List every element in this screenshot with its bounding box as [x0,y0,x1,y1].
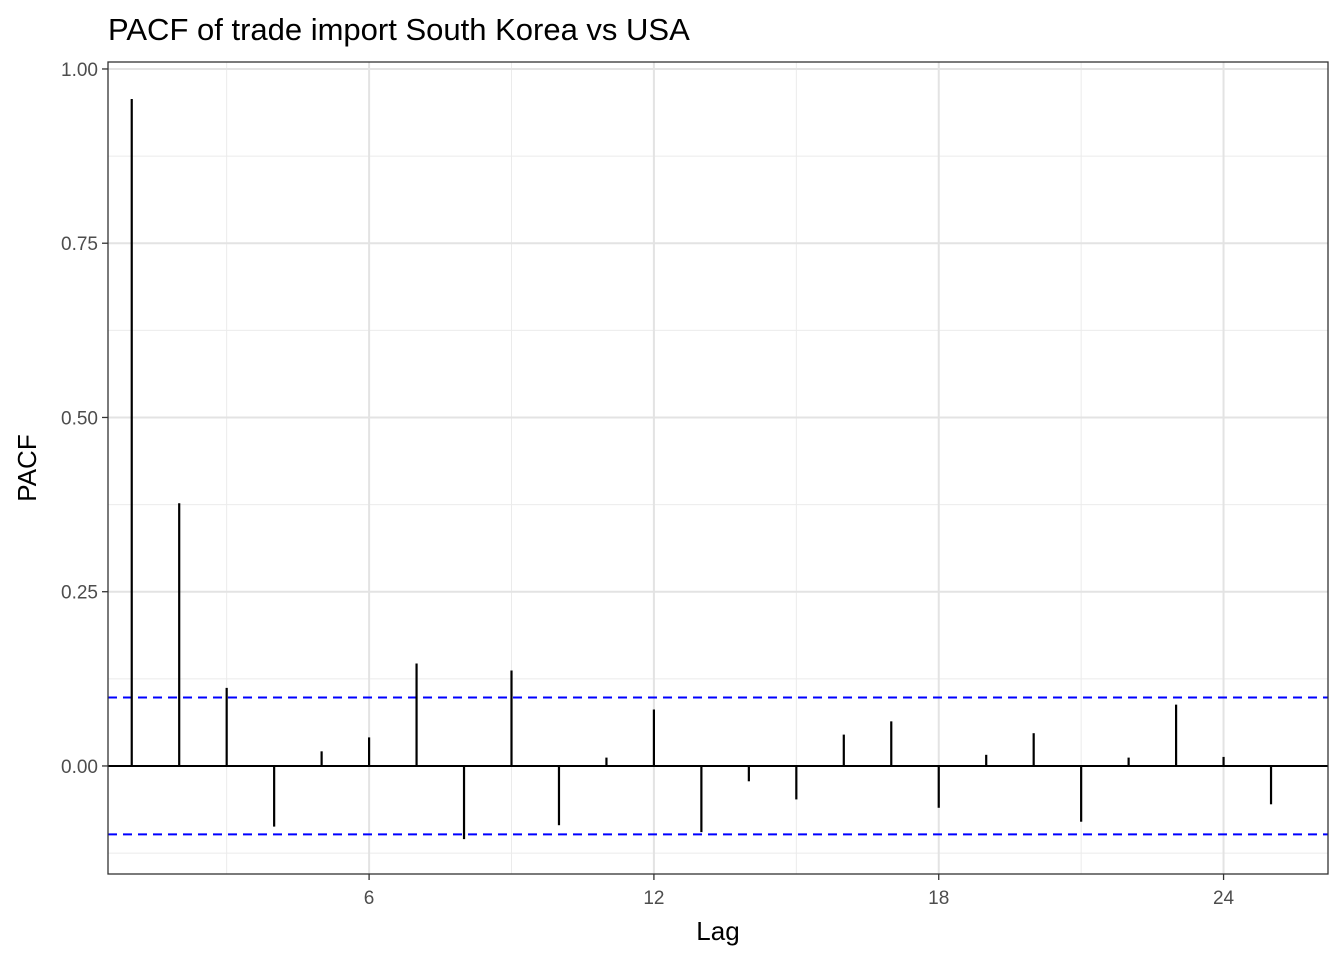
x-axis: 6 12 18 24 [364,874,1235,909]
y-axis: 0.00 0.25 0.50 0.75 1.00 [61,60,108,778]
chart-title: PACF of trade import South Korea vs USA [108,12,690,47]
confidence-bounds [108,696,1328,836]
x-tick-label: 24 [1213,888,1235,909]
grid-lines [108,62,1328,874]
pacf-bars [130,98,1273,840]
x-axis-title: Lag [696,916,739,946]
y-tick-label: 0.75 [61,234,98,255]
y-tick-label: 1.00 [61,60,98,81]
x-tick-label: 6 [364,888,375,909]
y-tick-label: 0.00 [61,757,98,778]
y-axis-title: PACF [12,434,42,501]
y-tick-label: 0.25 [61,583,98,604]
panel-border [107,61,1329,875]
x-tick-label: 12 [643,888,664,909]
y-tick-label: 0.50 [61,408,98,429]
x-tick-label: 18 [928,888,949,909]
